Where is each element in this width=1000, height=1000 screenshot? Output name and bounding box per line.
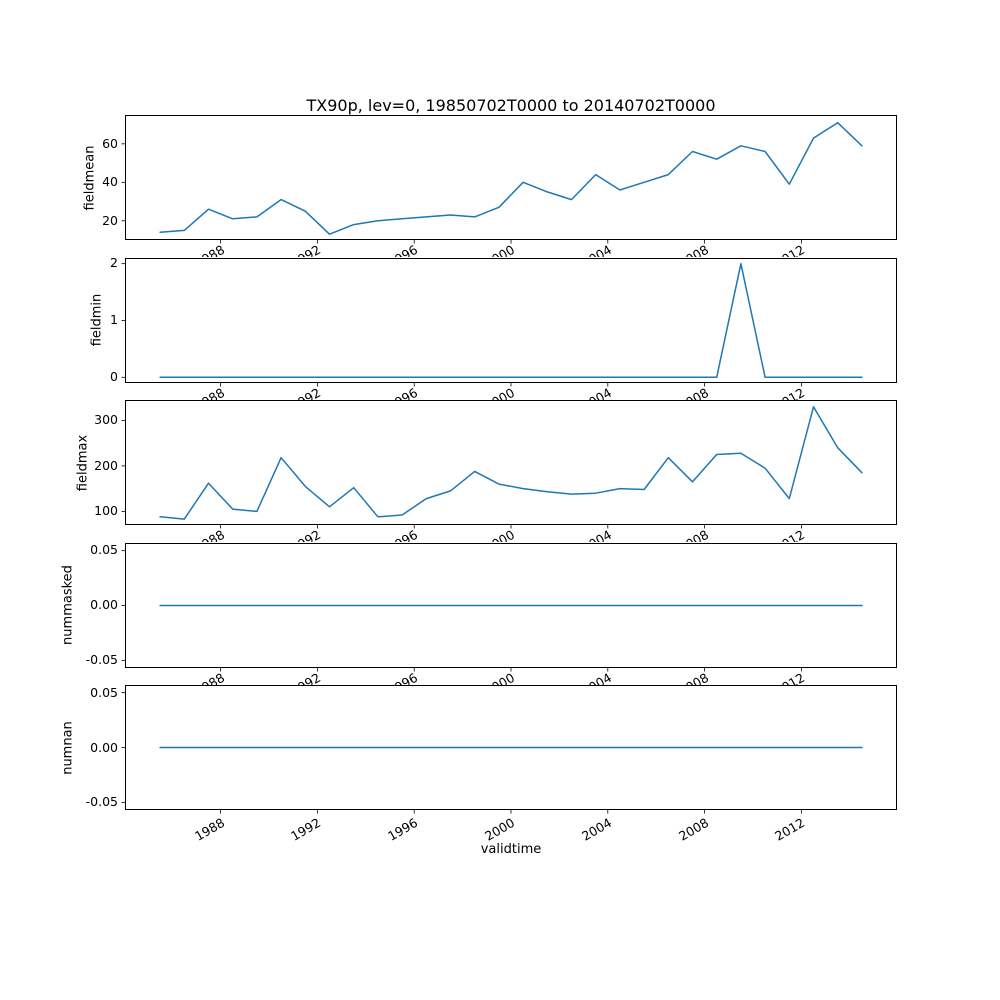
y-tick-label: 300: [94, 412, 118, 428]
fieldmean-chart: [121, 115, 897, 244]
x-tick-label: 2012: [772, 384, 808, 400]
x-tick-label: 1996: [385, 241, 421, 257]
y-tick-label: -0.05: [85, 794, 118, 810]
x-tick-label: 2008: [675, 384, 711, 400]
y-tick-label: -0.05: [85, 651, 118, 667]
x-tick-label: 2000: [482, 526, 518, 542]
y-tick-label: 0.05: [90, 684, 118, 700]
subplot-nummasked: nummasked -0.05 0.00 0.05: [0, 542, 1000, 671]
fieldmax-chart: [121, 400, 897, 529]
x-tick-label: 2004: [578, 384, 614, 400]
x-tick-label: 1992: [288, 669, 324, 685]
y-tick-label: 40: [102, 174, 118, 190]
numnan-chart: [121, 685, 897, 814]
x-tick-label: 2004: [578, 241, 614, 257]
x-tick-label: 1996: [385, 384, 421, 400]
fieldmax-line: [159, 406, 863, 520]
x-tick-label: 2008: [675, 669, 711, 685]
x-tick-label: 1992: [288, 384, 324, 400]
y-tick-label: 20: [102, 212, 118, 228]
x-tick-label: 1988: [191, 669, 227, 685]
axes-frame: [125, 542, 897, 668]
y-tick-label: 0: [110, 368, 118, 384]
x-tick-label: 2004: [578, 669, 614, 685]
nummasked-chart: [121, 542, 897, 671]
y-tick-label: 60: [102, 135, 118, 151]
y-tick-label: 0.00: [90, 739, 118, 755]
axes-frame: [125, 115, 897, 240]
y-tick-label: 2: [110, 255, 118, 271]
x-tick-label: 2012: [772, 526, 808, 542]
fieldmean-line: [159, 121, 863, 235]
axes-frame: [125, 685, 897, 810]
x-axis-label: validtime: [480, 842, 542, 857]
x-tick-label: 2012: [772, 241, 808, 257]
x-tick-labels-row-3: 1988 1992 1996 2000 2004 2008 2012: [0, 525, 1000, 542]
x-tick-label: 2008: [675, 526, 711, 542]
y-tick-label: 200: [94, 457, 118, 473]
y-tick-label: 0.05: [90, 542, 118, 558]
x-tick-label: 2000: [482, 669, 518, 685]
axes-frame: [125, 257, 897, 383]
axes-frame: [125, 400, 897, 525]
fieldmin-line: [159, 262, 863, 378]
x-tick-label: 2012: [772, 669, 808, 685]
x-tick-label: 1996: [385, 526, 421, 542]
x-tick-label: 1988: [191, 526, 227, 542]
x-tick-labels-row-2: 1988 1992 1996 2000 2004 2008 2012: [0, 383, 1000, 400]
subplot-fieldmean: fieldmean 20 40 60: [0, 115, 1000, 244]
x-tick-label: 1992: [288, 526, 324, 542]
y-tick-label: 100: [94, 503, 118, 519]
x-tick-label: 1992: [288, 241, 324, 257]
subplot-fieldmax: fieldmax 100 200 300: [0, 400, 1000, 529]
x-tick-labels-row-4: 1988 1992 1996 2000 2004 2008 2012: [0, 668, 1000, 685]
subplot-numnan: numnan -0.05 0.00 0.05: [0, 684, 1000, 814]
x-tick-label: 2008: [675, 241, 711, 257]
fieldmin-chart: [121, 257, 897, 386]
chart-title: TX90p, lev=0, 19850702T0000 to 20140702T…: [306, 96, 716, 115]
y-tick-label: 1: [110, 312, 118, 327]
x-tick-labels-row-1: 1988 1992 1996 2000 2004 2008 2012: [0, 240, 1000, 257]
y-tick-label: 0.00: [90, 597, 118, 612]
x-tick-label: 2000: [482, 384, 518, 400]
x-tick-label: 2004: [578, 526, 614, 542]
x-tick-label: 2000: [482, 241, 518, 257]
x-tick-label: 1996: [385, 669, 421, 685]
x-tick-label: 1988: [191, 241, 227, 257]
x-tick-label: 1988: [191, 384, 227, 400]
